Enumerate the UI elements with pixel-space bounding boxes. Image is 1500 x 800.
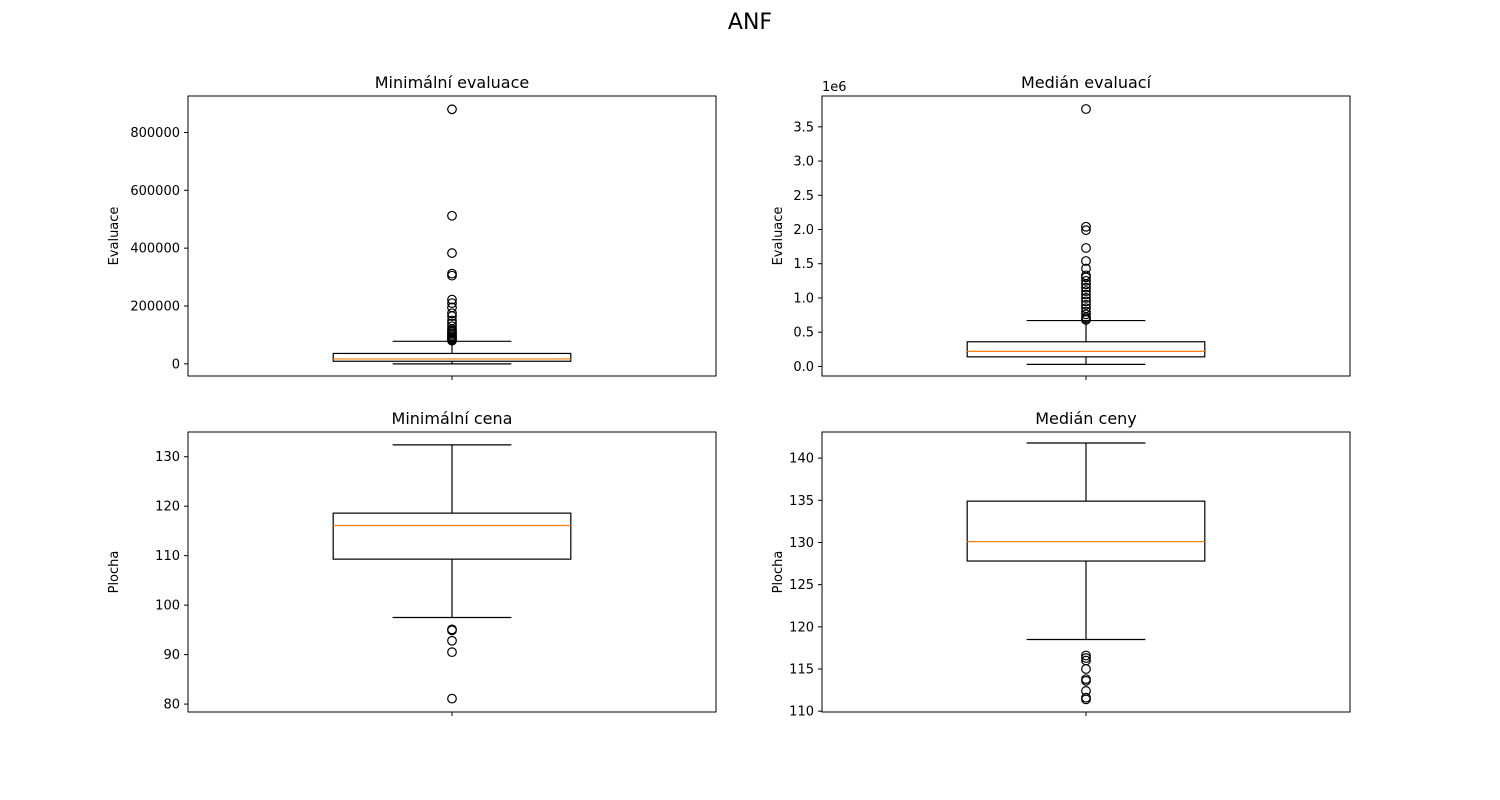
outlier-point xyxy=(447,248,457,258)
y-tick-label: 3.5 xyxy=(793,120,814,135)
outlier-point xyxy=(1081,309,1091,320)
outlier-point xyxy=(447,625,457,636)
y-tick-label: 2.5 xyxy=(793,189,814,204)
subplot-title: Minimální evaluace xyxy=(375,73,530,92)
iqr-box xyxy=(966,500,1206,562)
y-tick-label: 600000 xyxy=(130,184,180,199)
iqr-box xyxy=(332,512,572,560)
outlier-point xyxy=(1081,303,1091,314)
outlier-point xyxy=(447,294,457,305)
outlier-point xyxy=(1081,675,1091,686)
y-tick-label: 0.0 xyxy=(793,360,814,375)
subplot-title: Medián ceny xyxy=(1035,409,1137,428)
subplot-2: Medián evaluací 0.0 0.5 1.0 1.5 2.0 2.5 3.0 3.5 1… xyxy=(771,73,1351,380)
outlier-point xyxy=(447,268,457,279)
outlier-point xyxy=(1081,664,1091,674)
subplot-title: Minimální cena xyxy=(392,409,513,428)
y-tick-label: 0 xyxy=(172,357,180,372)
outlier-point xyxy=(447,308,457,319)
y-tick-label: 90 xyxy=(163,648,180,663)
y-tick-label: 80 xyxy=(163,698,180,713)
outlier-point xyxy=(1081,225,1091,236)
subplot-1: Minimální evaluace 0 200000 400000 600000 800… xyxy=(107,73,717,380)
y-tick-label: 120 xyxy=(789,620,814,635)
outlier-point xyxy=(1081,275,1091,286)
y-axis-label: Plocha xyxy=(771,551,786,594)
y-tick-label: 200000 xyxy=(130,300,180,315)
y-tick-label: 3.0 xyxy=(793,155,814,170)
iqr-box xyxy=(332,352,572,362)
y-tick-label: 1.5 xyxy=(793,257,814,272)
outlier-point xyxy=(1081,286,1091,297)
outlier-point xyxy=(447,298,457,309)
y-tick-label: 0.5 xyxy=(793,326,814,341)
subplot-title: Medián evaluací xyxy=(1021,73,1152,92)
outlier-point xyxy=(1081,293,1091,303)
y-tick-label: 110 xyxy=(789,705,814,720)
outlier-point xyxy=(1081,650,1091,661)
outlier-point xyxy=(447,270,457,281)
y-tick-label: 1.0 xyxy=(793,291,814,306)
y-tick-label: 110 xyxy=(155,549,180,564)
axes-frame xyxy=(821,95,1351,377)
outlier-point xyxy=(1081,243,1091,253)
outlier-point xyxy=(1081,694,1091,705)
axes-frame xyxy=(187,431,717,713)
y-axis-label: Evaluace xyxy=(107,207,122,266)
outlier-point xyxy=(447,302,457,313)
subplot-3: Minimální cena 80 90 100 110 120 130 Plocha xyxy=(107,409,717,716)
figure-title: ANF xyxy=(727,10,773,35)
y-tick-label: 140 xyxy=(789,452,814,467)
y-tick-label: 120 xyxy=(155,500,180,515)
outlier-point xyxy=(447,635,457,646)
y-tick-label: 130 xyxy=(155,450,180,465)
y-tick-label: 800000 xyxy=(130,126,180,141)
outlier-point xyxy=(1081,653,1091,663)
y-tick-label: 115 xyxy=(789,662,814,677)
y-axis-label: Plocha xyxy=(107,551,122,594)
y-tick-label: 100 xyxy=(155,599,180,614)
y-tick-label: 135 xyxy=(789,494,814,509)
outlier-point xyxy=(1081,299,1091,310)
y-tick-label: 2.0 xyxy=(793,223,814,238)
axes-frame xyxy=(821,431,1351,713)
y-tick-label: 400000 xyxy=(130,242,180,257)
iqr-box xyxy=(966,341,1206,358)
outlier-point xyxy=(447,321,457,332)
outlier-point xyxy=(447,693,457,704)
outlier-point xyxy=(1081,296,1091,307)
y-tick-label: 130 xyxy=(789,536,814,551)
outlier-point xyxy=(1081,289,1091,300)
outlier-point xyxy=(447,210,457,221)
outlier-point xyxy=(1081,306,1091,317)
y-tick-label: 125 xyxy=(789,578,814,593)
outlier-point xyxy=(447,647,457,658)
y-axis-label: Evaluace xyxy=(771,207,786,266)
outlier-point xyxy=(1081,104,1091,114)
y-offset-label: 1e6 xyxy=(822,80,847,95)
outlier-point xyxy=(1081,256,1091,266)
outlier-point xyxy=(1081,270,1091,281)
outlier-point xyxy=(1081,221,1091,232)
outlier-point xyxy=(1081,263,1091,274)
subplot-4: Medián ceny 110 115 120 125 130 135 140 Plocha xyxy=(771,409,1351,720)
outlier-point xyxy=(447,315,457,326)
outlier-point xyxy=(447,318,457,329)
axes-frame xyxy=(187,95,717,377)
outlier-point xyxy=(447,104,457,115)
outlier-point xyxy=(1081,282,1091,293)
